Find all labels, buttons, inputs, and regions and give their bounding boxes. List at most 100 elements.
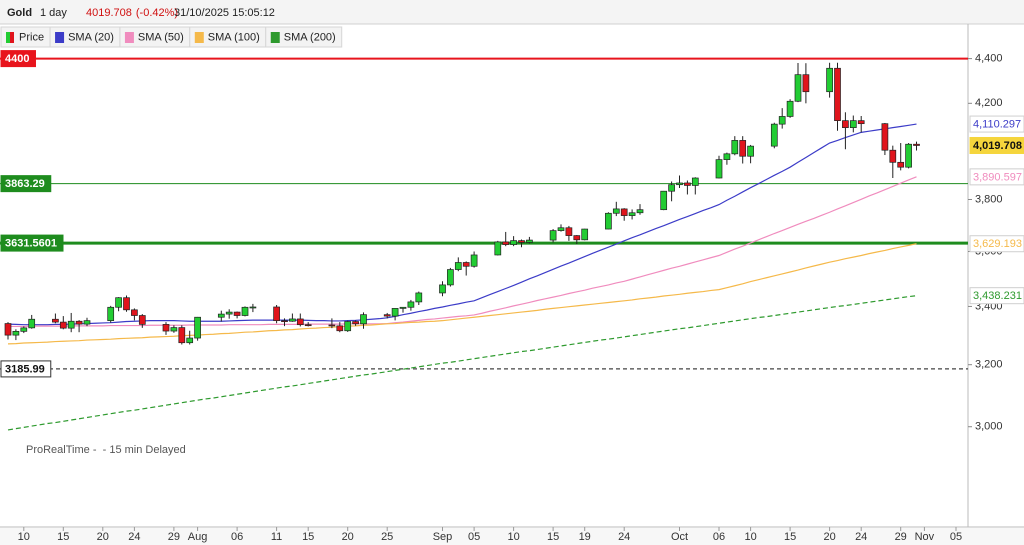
candle-body [731,140,739,155]
candle-body [526,239,533,243]
y-tick-label: 3,200 [975,359,1003,371]
legend-label: SMA (100) [208,31,260,43]
candle-body [628,212,636,216]
candle-body [352,321,359,325]
candle-body [170,327,178,332]
candle-body [399,306,407,309]
candle-body [715,159,723,179]
x-tick-label: Aug [188,531,208,543]
candle-body [131,309,138,316]
candle-body [573,235,581,241]
candle-body [739,140,747,157]
candle-body [636,209,644,214]
sma-line [7,123,917,326]
candle-body [462,262,470,267]
legend-item: Price [0,26,51,48]
candle-body [415,292,423,303]
candle-body [684,182,691,186]
x-tick-label: 20 [342,531,354,543]
source-note: ProRealTime - - 15 min Delayed [26,444,186,456]
legend-item: SMA (50) [119,26,191,48]
candle-body [304,324,312,327]
candle-body [778,116,786,125]
x-tick-label: 15 [547,531,559,543]
timestamp: 31/10/2025 15:05:12 [174,7,275,19]
candle-body [233,311,241,316]
candle-body [328,324,336,327]
candle-body [52,318,59,323]
candle-body [802,74,810,93]
x-tick-label: 06 [713,531,725,543]
candle-body [296,318,304,326]
candle-body [391,308,399,317]
value-label-box [969,235,1024,253]
candle-body [20,327,28,332]
plot-area [0,57,968,431]
candle-body [494,241,502,256]
candle-body [826,67,833,93]
x-tick-label: Oct [671,531,688,543]
x-tick-label: 10 [18,531,30,543]
value-label: 4,019.708 [973,140,1022,152]
legend-label: SMA (20) [68,31,114,43]
sma-line [7,295,917,431]
x-tick-label: 25 [381,531,393,543]
x-tick-label: 20 [823,531,835,543]
candle-body [107,306,115,322]
x-tick-label: 11 [271,531,282,543]
y-tick-label: 3,000 [975,421,1003,433]
candle-body [83,320,91,325]
level-label-box [0,234,64,252]
candle-body [360,314,367,325]
x-tick-label: 29 [168,531,180,543]
candle-body [289,318,296,322]
candle-body [281,320,288,323]
value-label-box [969,115,1024,133]
candle-body [676,182,683,186]
x-tick-label: 29 [895,531,907,543]
candle-body [115,297,122,308]
legend-item: SMA (200) [265,26,343,48]
x-tick-label: Sep [433,531,453,543]
legend-icon [270,32,280,43]
candle-body [249,306,257,309]
symbol: Gold [7,7,32,19]
candle-body [723,153,731,160]
candle-body [439,284,446,294]
legend-box [265,26,343,48]
candle-body [557,227,565,231]
candle-body [881,123,889,151]
candle-body [273,306,280,322]
candle-body [747,145,754,157]
legend-label: SMA (50) [138,31,184,43]
candle-body [565,227,573,236]
level-label: 3185.99 [5,363,45,375]
candle-body [336,325,344,332]
legend-icon [194,32,204,43]
header-bar [0,0,1024,24]
candle-body [241,306,249,316]
x-tick-label: 15 [784,531,796,543]
candle-body [581,228,589,241]
value-label-box [969,168,1024,186]
x-tick-label: 20 [97,531,109,543]
y-tick-label: 4,200 [975,97,1003,109]
candle-body [786,100,794,117]
candle-body [612,208,620,214]
level-label: 4400 [5,53,29,65]
time-axis-band [0,528,1024,545]
x-tick-label: 24 [618,531,630,543]
value-label: 3,890.597 [973,171,1022,183]
candle-body [620,208,628,216]
value-label: 3,438.231 [973,290,1022,302]
value-label-box [969,136,1024,154]
x-tick-label: 24 [855,531,867,543]
candle-body [849,120,857,129]
candle-body [549,230,557,241]
candle-body [162,324,170,332]
candle-body [186,337,194,344]
x-tick-label: 15 [302,531,314,543]
value-label-box [969,287,1024,305]
